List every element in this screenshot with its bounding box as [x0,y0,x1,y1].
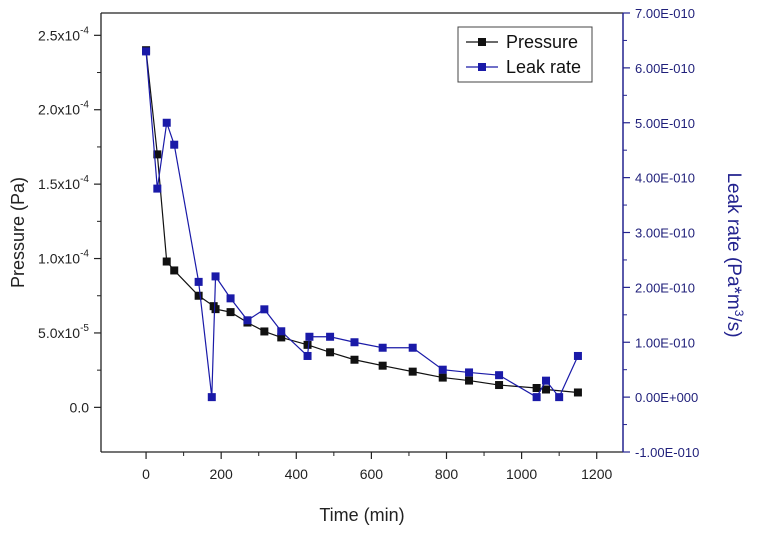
leak-rate-point [211,272,220,281]
leak-rate-point [350,338,359,347]
y-tick-label: 1.0x10-4 [38,249,89,267]
x-axis-title: Time (min) [319,505,404,525]
x-tick-label: 0 [142,466,150,482]
y-tick-label: 2.0x10-4 [38,100,89,118]
legend-pressure-label: Pressure [506,32,578,52]
y2-tick-label: 3.00E-010 [635,226,695,241]
pressure-point [303,340,312,349]
pressure-point [260,327,269,336]
leak-rate-point [243,316,252,325]
pressure-point [573,388,582,397]
leak-rate-point [303,351,312,360]
leak-rate-point [153,184,162,193]
pressure-point [408,367,417,376]
leak-rate-point [142,47,151,56]
leak-rate-line [145,51,579,399]
pressure-point [326,348,335,357]
leak-rate-point [162,118,171,127]
leak-rate-point [438,365,447,374]
leak-rate-point [495,371,504,380]
pressure-point [211,305,220,314]
y2-tick-label: 7.00E-010 [635,6,695,21]
y-tick-label: 0.0 [70,399,90,415]
leak-rate-point [532,393,541,402]
x-tick-label: 400 [285,466,309,482]
y-axis-title: Pressure (Pa) [8,177,28,288]
x-tick-label: 200 [209,466,233,482]
legend-pressure-marker [478,38,486,46]
pressure-point [170,266,179,275]
pressure-point [194,291,203,300]
pressure-point [465,376,474,385]
y-axis-right: -1.00E-010 0.00E+000 1.00E-010 2.00E-010 3.0… [623,6,699,460]
x-tick-label: 600 [360,466,384,482]
leak-rate-point [408,343,417,352]
pressure-line [145,50,578,394]
y-tick-label: 5.0x10-5 [38,323,89,341]
pressure-point [495,381,504,390]
pressure-point [162,257,171,266]
pressure-point [532,384,541,393]
leak-rate-point [207,393,216,402]
x-tick-label: 1000 [506,466,537,482]
pressure-point [378,361,387,370]
y2-tick-label: 0.00E+000 [635,390,698,405]
y-tick-label: 1.5x10-4 [38,174,89,192]
series-layer [142,46,582,402]
leak-rate-point [542,376,551,385]
legend-box [457,26,593,83]
legend-leak-rate-marker [478,63,486,71]
leak-rate-point [305,332,314,341]
pressure-point [438,373,447,382]
leak-rate-point [194,277,203,286]
y-tick-label: 2.5x10-4 [38,25,89,43]
leak-rate-point [277,327,286,336]
leak-rate-point [378,343,387,352]
leak-rate-point [226,294,235,303]
x-tick-label: 800 [435,466,459,482]
leak-rate-point [326,332,335,341]
y2-tick-label: 2.00E-010 [635,280,695,295]
legend: Pressure Leak rate [457,26,593,83]
y2-tick-label: 1.00E-010 [635,335,695,350]
x-axis: 0 200 400 600 800 1000 1200 [142,452,612,482]
y2-tick-label: 4.00E-010 [635,171,695,186]
pressure-point [277,333,286,342]
pressure-point [542,385,551,394]
y2-tick-label: 6.00E-010 [635,61,695,76]
y2-tick-label: 5.00E-010 [635,116,695,131]
legend-leak-rate-label: Leak rate [506,57,581,77]
leak-rate-point [465,368,474,377]
pressure-point [226,308,235,317]
leak-rate-point [260,305,269,314]
leak-rate-point [170,140,179,149]
leak-rate-point [573,351,582,360]
y2-tick-label: -1.00E-010 [635,445,699,460]
y-axis-left: 0.0 5.0x10-5 1.0x10-4 1.5x10-4 2.0x10-4 2.5x1… [38,25,101,415]
x-tick-label: 1200 [581,466,612,482]
pressure-point [153,150,162,159]
leak-rate-point [555,393,564,402]
y2-axis-title: Leak rate (Pa*m3/s) [723,172,746,337]
pressure-point [350,355,359,364]
